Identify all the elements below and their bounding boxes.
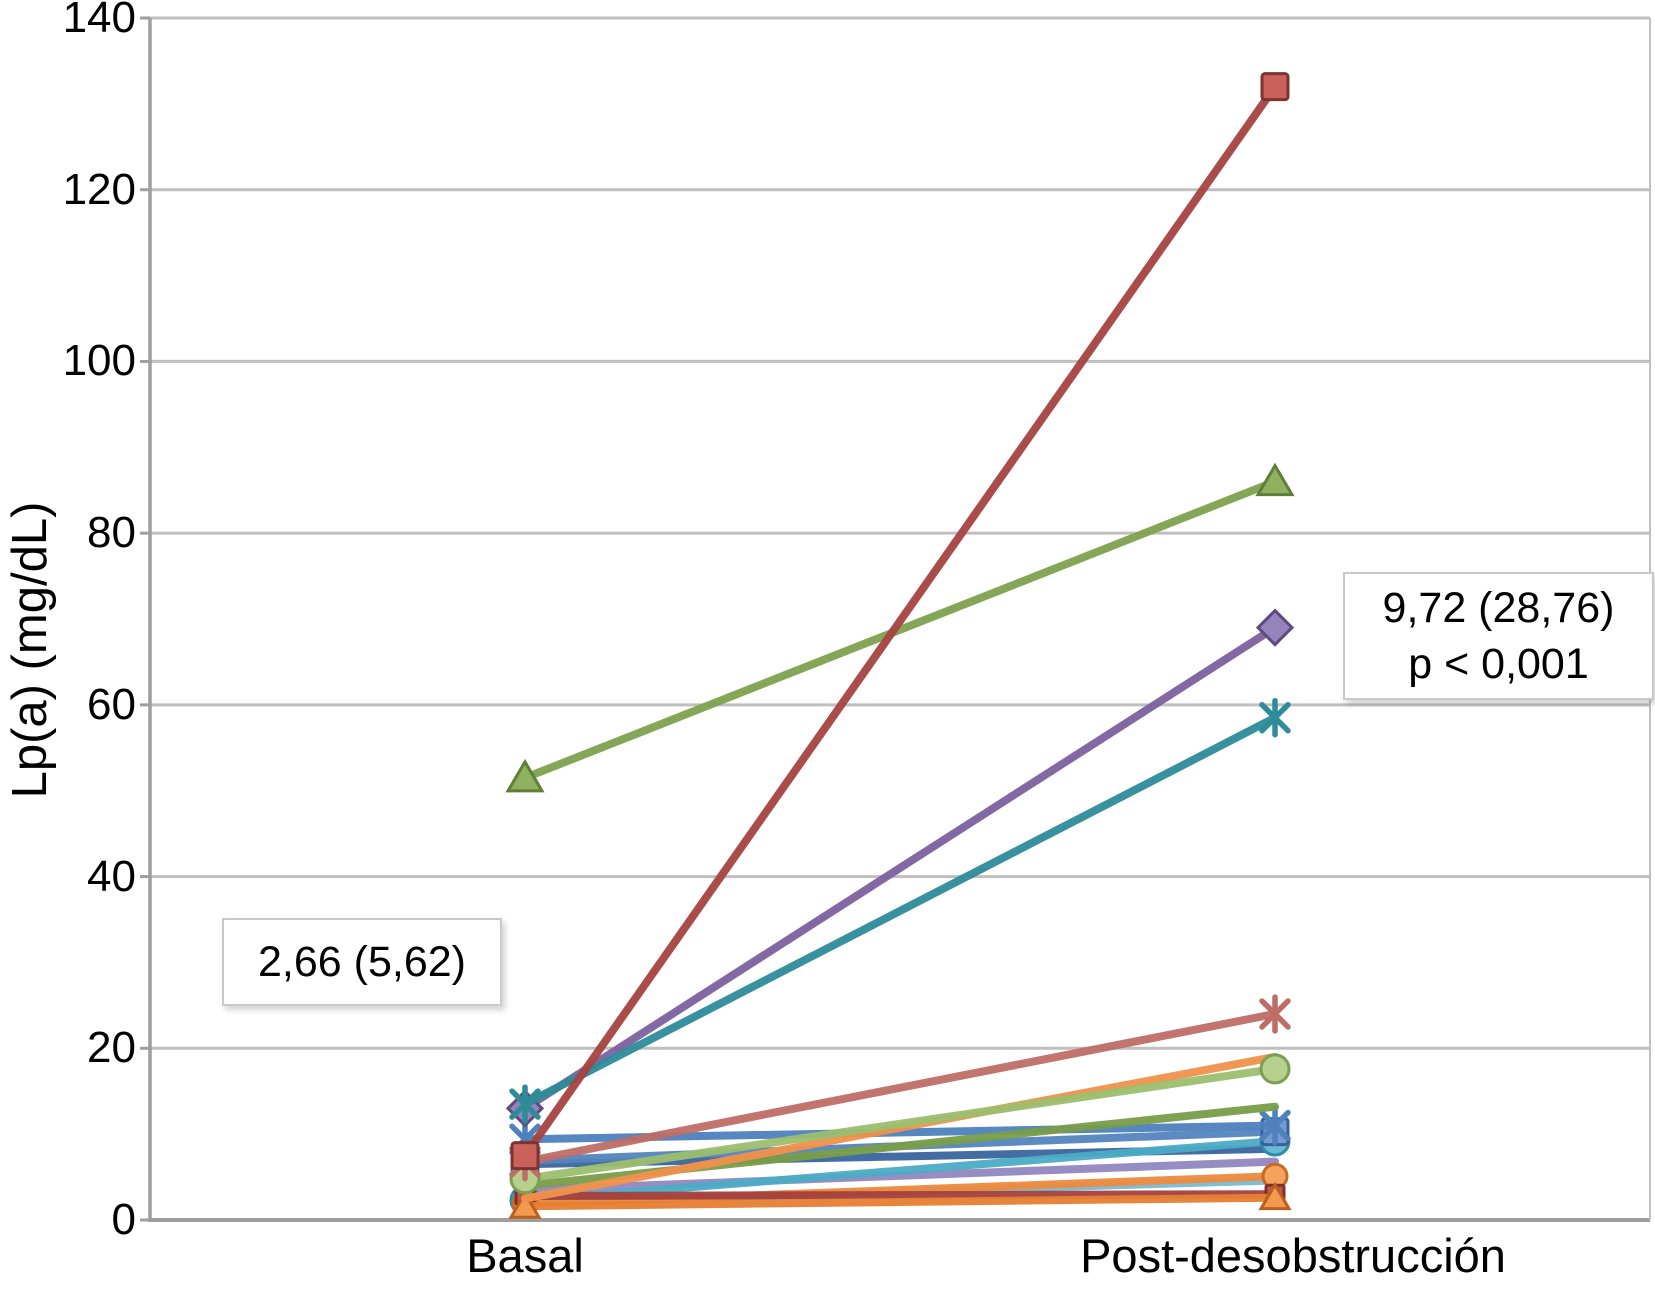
y-tick-label-60: 60 — [87, 679, 136, 729]
y-tick-label-100: 100 — [62, 336, 136, 386]
annotation-basal-median: 2,66 (5,62) — [222, 918, 502, 1006]
marker-patient-teal-basal-star — [509, 1088, 541, 1120]
series-line-patient-orange-tri — [521, 1193, 1279, 1211]
series-line-patient-teal — [521, 713, 1279, 1109]
y-tick-label-0: 0 — [111, 1195, 136, 1244]
annotation-post-median-pvalue: p < 0,001 — [1408, 640, 1589, 688]
series-line-patient-dark-red-flat — [521, 1190, 1279, 1200]
marker-patient-steel-star-post-star — [1259, 1109, 1291, 1142]
marker-patient-light-green-post-circle — [1259, 1053, 1291, 1085]
series-line-patient-cyan — [521, 1137, 1279, 1205]
series-line-patient-purple — [521, 623, 1279, 1113]
series-line-patient-salmon — [521, 1009, 1279, 1166]
marker-patient-orange-tri-basal-triangle-sm — [508, 1190, 542, 1219]
series-line-patient-lavender — [521, 1157, 1279, 1194]
marker-patient-orange-tri-post-triangle-sm — [1258, 1181, 1292, 1211]
series-line-patient-red — [521, 82, 1279, 1160]
x-tick-label-basal: Basal — [466, 1229, 584, 1282]
marker-patient-green-basal-triangle — [505, 758, 545, 793]
series-line-patient-light-green — [521, 1064, 1279, 1183]
y-tick-label-120: 120 — [62, 164, 136, 214]
marker-patient-purple-post-diamond — [1255, 608, 1295, 647]
y-tick-label-140: 140 — [62, 0, 136, 42]
y-tick-label-80: 80 — [87, 508, 136, 558]
marker-patient-red-basal-square — [510, 1141, 540, 1171]
marker-patient-salmon-post-star — [1259, 998, 1291, 1030]
annotation-post-median: 9,72 (28,76) p < 0,001 — [1343, 572, 1654, 700]
marker-patient-teal-post-star — [1259, 701, 1291, 734]
marker-patient-red-post-square — [1260, 72, 1290, 102]
annotation-basal-median-text: 2,66 (5,62) — [258, 938, 466, 986]
x-tick-label-post-desobstruccion: Post-desobstrucción — [1080, 1229, 1506, 1282]
series-line-patient-green — [521, 477, 1279, 782]
y-tick-label-20: 20 — [87, 1023, 136, 1073]
annotation-post-median-value: 9,72 (28,76) — [1382, 584, 1615, 632]
marker-patient-green-post-triangle — [1255, 462, 1295, 497]
y-tick-label-40: 40 — [87, 851, 136, 901]
